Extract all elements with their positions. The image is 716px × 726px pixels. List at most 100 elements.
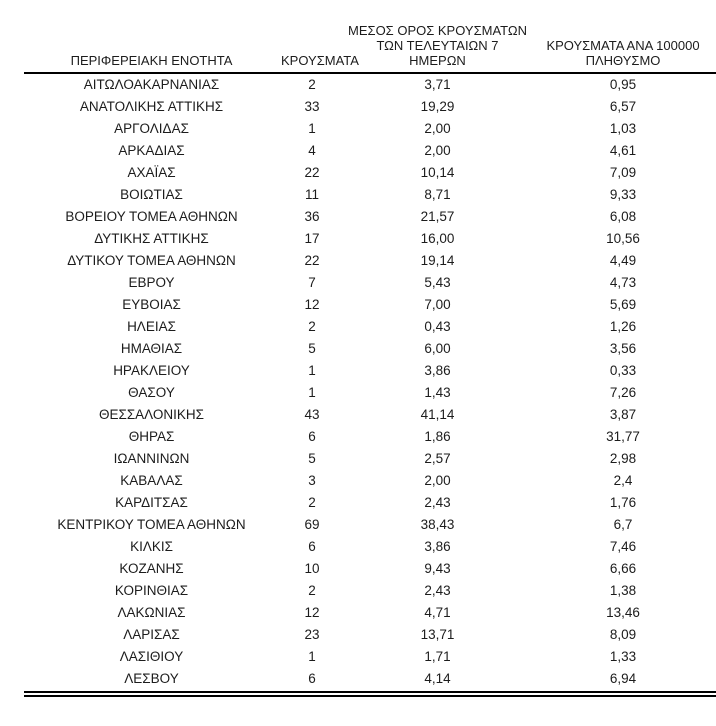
table-row: ΕΥΒΟΙΑΣ 12 7,00 5,69 <box>24 294 716 316</box>
table-row: ΛΑΣΙΘΙΟΥ 1 1,71 1,33 <box>24 646 716 668</box>
per100k-value-cell: 6,66 <box>609 561 637 576</box>
region-name-cell: ΔΥΤΙΚΟΥ ΤΟΜΕΑ ΑΘΗΝΩΝ <box>67 253 236 268</box>
table-row: ΚΟΖΑΝΗΣ 10 9,43 6,66 <box>24 558 716 580</box>
region-name-cell: ΚΟΖΑΝΗΣ <box>119 561 184 576</box>
per100k-value-cell: 6,94 <box>609 671 637 686</box>
cases-value-cell: 5 <box>308 451 316 466</box>
region-name-cell: ΚΟΡΙΝΘΙΑΣ <box>114 583 189 598</box>
region-name-cell: ΘΗΡΑΣ <box>128 429 175 444</box>
table-row: ΚΑΒΑΛΑΣ 3 2,00 2,4 <box>24 470 716 492</box>
region-name-cell: ΛΕΣΒΟΥ <box>124 671 179 686</box>
table-row: ΒΟΡΕΙΟΥ ΤΟΜΕΑ ΑΘΗΝΩΝ 36 21,57 6,08 <box>24 206 716 228</box>
region-name-cell: ΒΟΙΩΤΙΑΣ <box>120 187 183 202</box>
region-name-cell: ΛΑΡΙΣΑΣ <box>123 627 180 642</box>
regional-cases-table: ΠΕΡΙΦΕΡΕΙΑΚΗ ΕΝΟΤΗΤΑ ΚΡΟΥΣΜΑΤΑ ΜΕΣΟΣ ΟΡΟ… <box>24 10 716 690</box>
per100k-value-cell: 7,09 <box>609 165 637 180</box>
avg7-value-cell: 2,43 <box>424 495 451 510</box>
avg7-value-cell: 3,86 <box>424 363 451 378</box>
per100k-value-cell: 4,73 <box>609 275 637 290</box>
table-row: ΗΡΑΚΛΕΙΟΥ 1 3,86 0,33 <box>24 360 716 382</box>
cases-value-cell: 5 <box>308 341 316 356</box>
table-bottom-rule <box>24 691 716 697</box>
region-name-cell: ΕΒΡΟΥ <box>128 275 175 290</box>
report-page: ΠΕΡΙΦΕΡΕΙΑΚΗ ΕΝΟΤΗΤΑ ΚΡΟΥΣΜΑΤΑ ΜΕΣΟΣ ΟΡΟ… <box>24 10 716 697</box>
table-row: ΛΑΡΙΣΑΣ 23 13,71 8,09 <box>24 624 716 646</box>
cases-value-cell: 12 <box>304 297 320 312</box>
table-row: ΗΜΑΘΙΑΣ 5 6,00 3,56 <box>24 338 716 360</box>
table-row: ΛΑΚΩΝΙΑΣ 12 4,71 13,46 <box>24 602 716 624</box>
region-name-cell: ΒΟΡΕΙΟΥ ΤΟΜΕΑ ΑΘΗΝΩΝ <box>65 209 238 224</box>
region-name-cell: ΛΑΣΙΘΙΟΥ <box>119 649 184 664</box>
table-row: ΑΝΑΤΟΛΙΚΗΣ ΑΤΤΙΚΗΣ 33 19,29 6,57 <box>24 96 716 118</box>
per100k-value-cell: 0,95 <box>609 77 637 92</box>
table-row: ΘΗΡΑΣ 6 1,86 31,77 <box>24 426 716 448</box>
per100k-value-cell: 3,87 <box>609 407 637 422</box>
table-row: ΒΟΙΩΤΙΑΣ 11 8,71 9,33 <box>24 184 716 206</box>
avg7-value-cell: 19,29 <box>420 99 455 114</box>
cases-value-cell: 1 <box>308 363 316 378</box>
cases-value-cell: 36 <box>304 209 320 224</box>
per100k-value-cell: 2,4 <box>613 473 633 488</box>
per100k-value-cell: 31,77 <box>606 429 640 444</box>
col-header-avg7days: ΜΕΣΟΣ ΟΡΟΣ ΚΡΟΥΣΜΑΤΩΝ ΤΩΝ ΤΕΛΕΥΤΑΙΩΝ 7 Η… <box>345 10 530 74</box>
cases-value-cell: 1 <box>308 385 316 400</box>
table-row: ΘΑΣΟΥ 1 1,43 7,26 <box>24 382 716 404</box>
table-row: ΛΕΣΒΟΥ 6 4,14 6,94 <box>24 668 716 690</box>
avg7-value-cell: 2,00 <box>424 121 451 136</box>
per100k-value-cell: 6,57 <box>609 99 637 114</box>
cases-value-cell: 43 <box>304 407 320 422</box>
cases-value-cell: 2 <box>308 77 316 92</box>
region-name-cell: ΑΙΤΩΛΟΑΚΑΡΝΑΝΙΑΣ <box>83 77 220 92</box>
region-name-cell: ΘΑΣΟΥ <box>128 385 175 400</box>
per100k-value-cell: 8,09 <box>609 627 637 642</box>
avg7-value-cell: 13,71 <box>420 627 455 642</box>
cases-value-cell: 12 <box>304 605 320 620</box>
avg7-value-cell: 1,43 <box>424 385 451 400</box>
avg7-value-cell: 3,71 <box>424 77 451 92</box>
avg7-value-cell: 3,86 <box>424 539 451 554</box>
avg7-value-cell: 19,14 <box>420 253 455 268</box>
avg7-value-cell: 4,71 <box>424 605 451 620</box>
region-name-cell: ΑΧΑΪΑΣ <box>127 165 176 180</box>
per100k-value-cell: 0,33 <box>609 363 637 378</box>
avg7-value-cell: 5,43 <box>424 275 451 290</box>
table-row: ΔΥΤΙΚΗΣ ΑΤΤΙΚΗΣ 17 16,00 10,56 <box>24 228 716 250</box>
cases-value-cell: 6 <box>308 429 316 444</box>
avg7-value-cell: 8,71 <box>424 187 451 202</box>
region-name-cell: ΑΡΓΟΛΙΔΑΣ <box>114 121 189 136</box>
per100k-value-cell: 13,46 <box>606 605 640 620</box>
per100k-value-cell: 1,76 <box>609 495 637 510</box>
col-header-region: ΠΕΡΙΦΕΡΕΙΑΚΗ ΕΝΟΤΗΤΑ <box>24 10 279 74</box>
per100k-value-cell: 1,38 <box>609 583 637 598</box>
cases-value-cell: 22 <box>304 253 320 268</box>
avg7-value-cell: 38,43 <box>420 517 455 532</box>
per100k-value-cell: 2,98 <box>609 451 637 466</box>
region-name-cell: ΑΡΚΑΔΙΑΣ <box>118 143 185 158</box>
avg7-value-cell: 1,86 <box>424 429 451 444</box>
region-name-cell: ΚΕΝΤΡΙΚΟΥ ΤΟΜΕΑ ΑΘΗΝΩΝ <box>57 517 246 532</box>
region-name-cell: ΕΥΒΟΙΑΣ <box>122 297 181 312</box>
avg7-value-cell: 2,00 <box>424 473 451 488</box>
table-row: ΚΟΡΙΝΘΙΑΣ 2 2,43 1,38 <box>24 580 716 602</box>
region-name-cell: ΚΙΛΚΙΣ <box>130 539 173 554</box>
cases-value-cell: 10 <box>304 561 320 576</box>
region-name-cell: ΗΡΑΚΛΕΙΟΥ <box>113 363 190 378</box>
cases-value-cell: 22 <box>304 165 320 180</box>
avg7-value-cell: 16,00 <box>420 231 455 246</box>
avg7-value-cell: 1,71 <box>424 649 451 664</box>
table-row: ΑΡΓΟΛΙΔΑΣ 1 2,00 1,03 <box>24 118 716 140</box>
per100k-value-cell: 6,08 <box>609 209 637 224</box>
region-name-cell: ΘΕΣΣΑΛΟΝΙΚΗΣ <box>98 407 205 422</box>
region-name-cell: ΚΑΒΑΛΑΣ <box>120 473 183 488</box>
cases-value-cell: 23 <box>304 627 320 642</box>
cases-value-cell: 69 <box>304 517 320 532</box>
table-row: ΚΑΡΔΙΤΣΑΣ 2 2,43 1,76 <box>24 492 716 514</box>
cases-value-cell: 3 <box>308 473 316 488</box>
table-header-row: ΠΕΡΙΦΕΡΕΙΑΚΗ ΕΝΟΤΗΤΑ ΚΡΟΥΣΜΑΤΑ ΜΕΣΟΣ ΟΡΟ… <box>24 10 716 74</box>
cases-value-cell: 17 <box>304 231 320 246</box>
table-row: ΑΧΑΪΑΣ 22 10,14 7,09 <box>24 162 716 184</box>
table-row: ΕΒΡΟΥ 7 5,43 4,73 <box>24 272 716 294</box>
per100k-value-cell: 1,33 <box>609 649 637 664</box>
avg7-value-cell: 6,00 <box>424 341 451 356</box>
region-name-cell: ΗΜΑΘΙΑΣ <box>120 341 183 356</box>
